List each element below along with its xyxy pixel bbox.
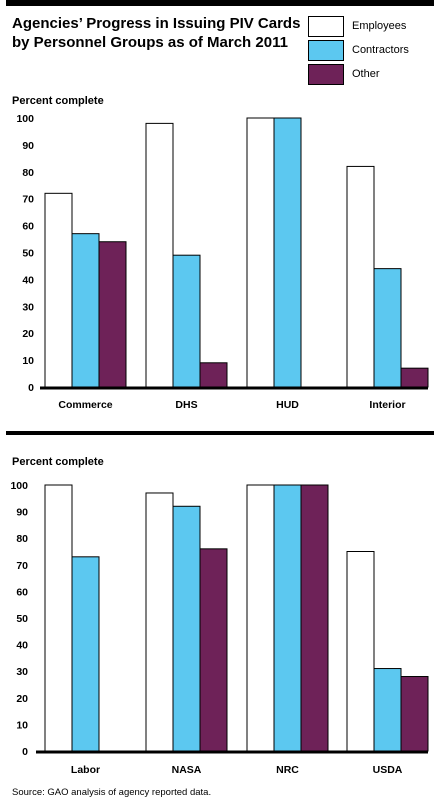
bar-contractors-nasa [172, 505, 201, 752]
bar-contractors-labor [71, 556, 100, 752]
bar-contractors-commerce [71, 233, 100, 388]
category-label: NASA [172, 764, 202, 776]
bar-contractors-hud [273, 117, 302, 388]
y-tick-label: 60 [22, 221, 34, 233]
y-tick-label: 40 [22, 274, 34, 286]
bar-contractors-usda [373, 668, 402, 752]
legend-swatch-contractors [308, 40, 344, 61]
bar-employees-dhs [145, 122, 174, 388]
category-label: HUD [276, 399, 299, 411]
chart-title: Agencies’ Progress in Issuing PIV Cards … [12, 14, 302, 52]
y-tick-label: 90 [16, 507, 28, 519]
y-tick-label: 90 [22, 140, 34, 152]
chart-title-line-1: Agencies’ Progress in Issuing PIV Cards [12, 15, 301, 32]
source-note: Source: GAO analysis of agency reported … [12, 787, 212, 798]
y-tick-label: 0 [22, 746, 28, 758]
bar-other-nrc [300, 484, 329, 752]
legend-label-employees: Employees [352, 20, 407, 32]
y-tick-label: 50 [16, 613, 28, 625]
y-tick-label: 20 [16, 693, 28, 705]
bar-contractors-dhs [172, 254, 201, 388]
bar-employees-hud [246, 117, 275, 388]
legend-swatch-employees [308, 16, 344, 37]
bar-contractors-interior [373, 268, 402, 388]
y-tick-label: 30 [16, 666, 28, 678]
legend-label-contractors: Contractors [352, 44, 409, 56]
y-tick-label: 60 [16, 586, 28, 598]
bar-other-usda [400, 676, 429, 752]
bar-other-dhs [199, 362, 228, 388]
bar-employees-usda [346, 551, 375, 752]
category-label: DHS [175, 399, 197, 411]
chart-title-line-2: by Personnel Groups as of March 2011 [12, 34, 288, 51]
y-tick-label: 0 [28, 382, 34, 394]
bar-employees-labor [44, 484, 73, 752]
top-rule [6, 0, 434, 6]
legend-item-employees: Employees [308, 16, 436, 39]
y-tick-label: 50 [22, 248, 34, 260]
y-tick-label: 10 [16, 719, 28, 731]
category-label: NRC [276, 764, 299, 776]
bar-employees-commerce [44, 192, 73, 388]
legend-item-contractors: Contractors [308, 40, 436, 63]
bar-other-nasa [199, 548, 228, 752]
bar-chart-bottom: Percent complete 0 10 20 30 40 50 60 70 80 90 100 La… [10, 456, 429, 776]
y-tick-label: 80 [22, 167, 34, 179]
y-tick-label: 100 [16, 113, 34, 125]
bar-employees-nrc [246, 484, 275, 752]
category-label: Labor [71, 764, 100, 776]
category-label: Commerce [58, 399, 112, 411]
y-tick-label: 10 [22, 355, 34, 367]
bar-employees-nasa [145, 492, 174, 752]
bar-contractors-nrc [273, 484, 302, 752]
y-tick-label: 100 [10, 480, 28, 492]
bar-chart-top: Percent complete 0 10 20 30 40 50 60 70 80 90 100 Co… [12, 95, 429, 411]
y-tick-label: 80 [16, 533, 28, 545]
category-label: Interior [369, 399, 405, 411]
y-axis-title: Percent complete [12, 95, 104, 107]
legend-swatch-other [308, 64, 344, 85]
category-label: USDA [373, 764, 403, 776]
legend-item-other: Other [308, 64, 436, 87]
y-tick-label: 40 [16, 640, 28, 652]
legend: Employees Contractors Other [308, 16, 436, 88]
bar-other-interior [400, 367, 429, 388]
bar-employees-interior [346, 165, 375, 388]
y-tick-label: 20 [22, 328, 34, 340]
y-tick-label: 70 [22, 194, 34, 206]
y-tick-label: 70 [16, 560, 28, 572]
bar-other-commerce [98, 241, 127, 388]
y-tick-label: 30 [22, 301, 34, 313]
y-axis-title: Percent complete [12, 456, 104, 468]
section-divider [6, 431, 434, 435]
legend-label-other: Other [352, 68, 380, 80]
